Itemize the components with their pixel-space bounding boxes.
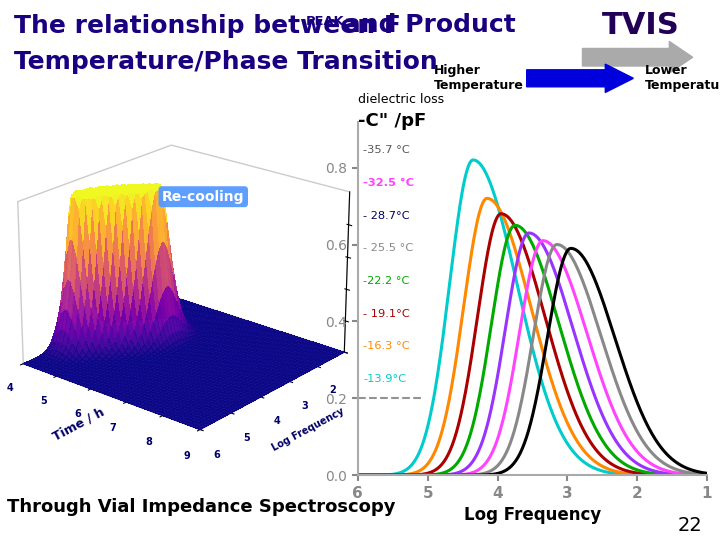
Text: dielectric loss: dielectric loss	[358, 93, 444, 106]
FancyArrow shape	[582, 42, 693, 73]
Text: Time / h: Time / h	[50, 405, 107, 443]
FancyArrow shape	[526, 64, 634, 92]
Text: TVIS: TVIS	[602, 11, 680, 40]
Text: Lower
Temperature: Lower Temperature	[644, 64, 720, 92]
Text: DE MONTFORT
UNIVERSITY
LEICESTER: DE MONTFORT UNIVERSITY LEICESTER	[18, 500, 68, 516]
Text: -13.9°C: -13.9°C	[364, 374, 407, 384]
Text: -16.3 °C: -16.3 °C	[364, 341, 410, 352]
Text: Re-cooling: Re-cooling	[253, 61, 352, 80]
Text: Through Vial Impedance Spectroscopy: Through Vial Impedance Spectroscopy	[7, 498, 396, 516]
Text: The relationship between F: The relationship between F	[14, 14, 401, 37]
Text: -C" /pF: -C" /pF	[358, 112, 426, 130]
Text: - 25.5 °C: - 25.5 °C	[364, 244, 414, 253]
Text: - 28.7°C: - 28.7°C	[364, 211, 410, 221]
Text: 22: 22	[678, 516, 702, 535]
Text: -22.2 °C: -22.2 °C	[364, 276, 410, 286]
Text: Higher
Temperature: Higher Temperature	[434, 64, 524, 92]
Text: - 19.1°C: - 19.1°C	[364, 309, 410, 319]
Text: Temperature/Phase Transition: Temperature/Phase Transition	[14, 50, 438, 73]
Text: -35.7 °C: -35.7 °C	[364, 145, 410, 156]
Text: PEAK: PEAK	[306, 15, 344, 28]
Text: and Product: and Product	[335, 14, 516, 37]
Text: Re-cooling: Re-cooling	[162, 190, 245, 204]
Text: -32.5 °C: -32.5 °C	[364, 178, 415, 188]
X-axis label: Log Frequency: Log Frequency	[464, 506, 601, 524]
Y-axis label: Log Frequency: Log Frequency	[271, 406, 346, 453]
